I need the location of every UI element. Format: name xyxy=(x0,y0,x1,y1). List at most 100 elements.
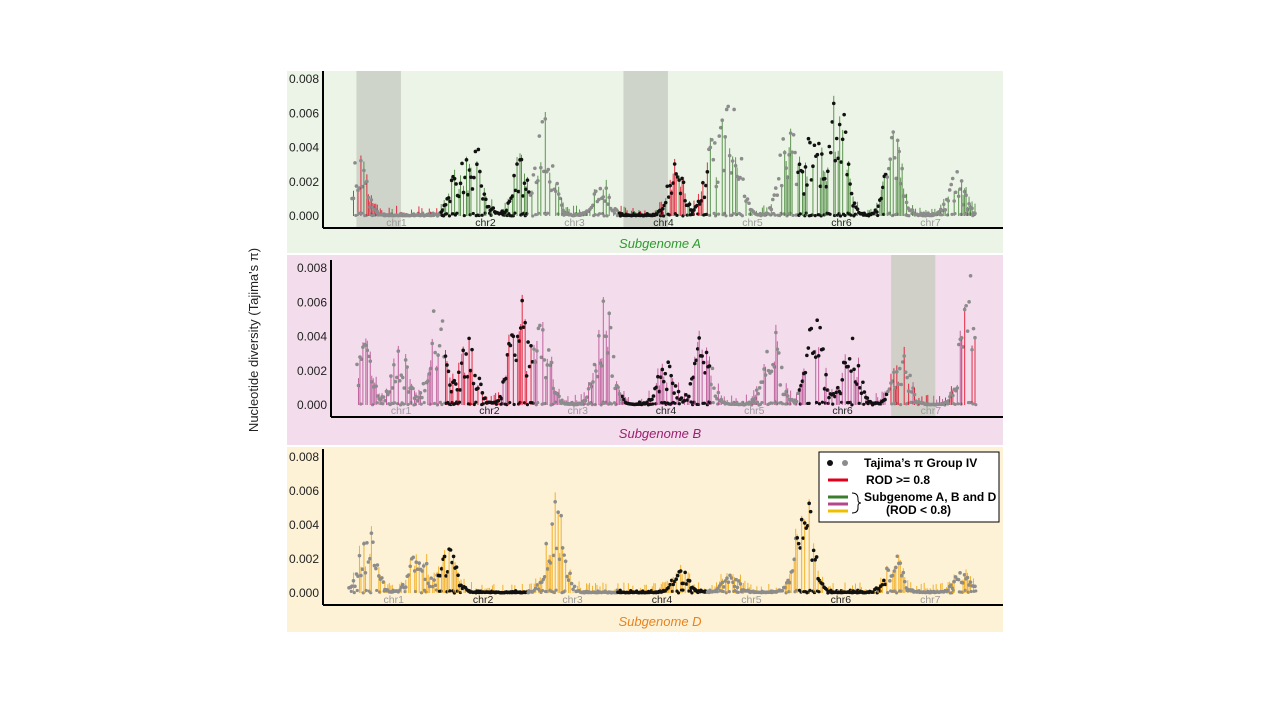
pi-dot xyxy=(818,184,823,189)
pi-dot xyxy=(513,353,517,357)
pi-dot xyxy=(403,585,408,589)
pi-dot xyxy=(504,376,508,381)
pi-dot xyxy=(838,391,843,396)
pi-dot xyxy=(355,588,359,593)
pi-dot xyxy=(955,386,960,390)
pi-dot xyxy=(737,579,741,583)
pi-dot xyxy=(892,569,897,573)
pi-dot xyxy=(815,152,820,157)
chr-label-chr1: chr1 xyxy=(386,217,407,229)
chr-label-chr3: chr3 xyxy=(564,217,585,229)
pi-dot xyxy=(687,394,691,399)
pi-dot xyxy=(948,395,952,399)
pi-dot xyxy=(676,591,681,595)
pi-dot xyxy=(704,183,708,188)
pi-dot xyxy=(684,582,689,586)
y-tick-label: 0.006 xyxy=(297,295,327,309)
pi-dot xyxy=(837,122,842,127)
pi-dot xyxy=(595,374,600,379)
pi-dot xyxy=(831,402,835,406)
pi-dot xyxy=(549,360,554,365)
pi-dot xyxy=(676,389,681,394)
pi-dot xyxy=(796,541,801,546)
pi-dot xyxy=(417,395,421,400)
pi-dot xyxy=(971,402,975,406)
pi-dot xyxy=(782,392,787,397)
pi-dot xyxy=(793,150,797,155)
pi-dot xyxy=(427,584,432,589)
pi-dot xyxy=(519,157,524,162)
pi-dot xyxy=(667,364,672,369)
pi-dot xyxy=(811,548,816,553)
highlight-band-chr1 xyxy=(356,71,401,228)
pi-dot xyxy=(952,199,956,203)
pi-dot xyxy=(712,141,717,145)
pi-dot xyxy=(436,353,440,357)
pi-dot xyxy=(725,576,729,581)
y-tick-label: 0.008 xyxy=(289,72,319,86)
pi-dot xyxy=(806,136,811,141)
legend-brace xyxy=(851,492,862,514)
pi-dot xyxy=(542,574,547,579)
pi-dot xyxy=(909,390,914,394)
pi-dot xyxy=(894,176,898,181)
pi-dot xyxy=(663,371,668,376)
chr-label-chr5: chr5 xyxy=(744,405,765,417)
pi-dot xyxy=(426,581,430,586)
pi-dot xyxy=(549,188,554,193)
pi-dot xyxy=(688,382,693,386)
pi-dot xyxy=(601,195,606,199)
pi-dot xyxy=(796,391,800,396)
pi-dot xyxy=(732,584,737,589)
panel-title: Subgenome B xyxy=(619,426,702,441)
pi-dot xyxy=(441,557,445,562)
pi-dot xyxy=(366,354,371,359)
pi-dot xyxy=(464,352,468,356)
pi-dot xyxy=(958,571,962,575)
pi-dot xyxy=(521,194,525,198)
pi-dot xyxy=(796,170,800,175)
pi-dot xyxy=(483,396,488,400)
pi-dot xyxy=(512,173,516,178)
pi-dot xyxy=(469,175,473,179)
panel-background xyxy=(287,255,1003,445)
pi-dot xyxy=(668,183,672,188)
pi-dot xyxy=(414,394,418,399)
pi-dot xyxy=(555,181,559,186)
pi-dot xyxy=(458,181,463,186)
pi-dot xyxy=(817,141,821,146)
pi-dot xyxy=(770,401,774,405)
pi-dot xyxy=(833,158,838,163)
pi-dot xyxy=(946,588,950,593)
pi-dot xyxy=(464,158,469,162)
pi-dot xyxy=(711,157,716,162)
pi-dot xyxy=(800,379,805,384)
pi-dot xyxy=(560,398,564,403)
pi-dot xyxy=(381,395,386,399)
pi-dot xyxy=(681,588,685,592)
pi-dot xyxy=(973,211,977,216)
pi-dot xyxy=(956,194,961,199)
pi-dot xyxy=(827,144,832,149)
y-tick-label: 0.004 xyxy=(297,330,327,344)
pi-dot xyxy=(677,178,681,182)
pi-dot xyxy=(516,189,521,194)
y-tick-label: 0.000 xyxy=(289,209,319,223)
pi-dot xyxy=(908,373,912,378)
pi-dot xyxy=(473,373,477,378)
pi-dot xyxy=(708,145,713,150)
pi-dot xyxy=(897,149,901,154)
pi-dot xyxy=(899,382,904,387)
pi-dot xyxy=(711,401,715,405)
pi-dot xyxy=(539,580,544,585)
pi-dot xyxy=(433,350,437,355)
pi-dot xyxy=(689,400,693,404)
pi-dot xyxy=(456,573,460,578)
pi-dot xyxy=(814,555,819,559)
panel-title: Subgenome D xyxy=(618,614,701,629)
pi-dot xyxy=(475,162,479,167)
pi-dot xyxy=(890,379,895,384)
pi-dot xyxy=(723,579,728,583)
chr-label-chr7: chr7 xyxy=(920,217,941,229)
pi-dot xyxy=(745,197,750,201)
